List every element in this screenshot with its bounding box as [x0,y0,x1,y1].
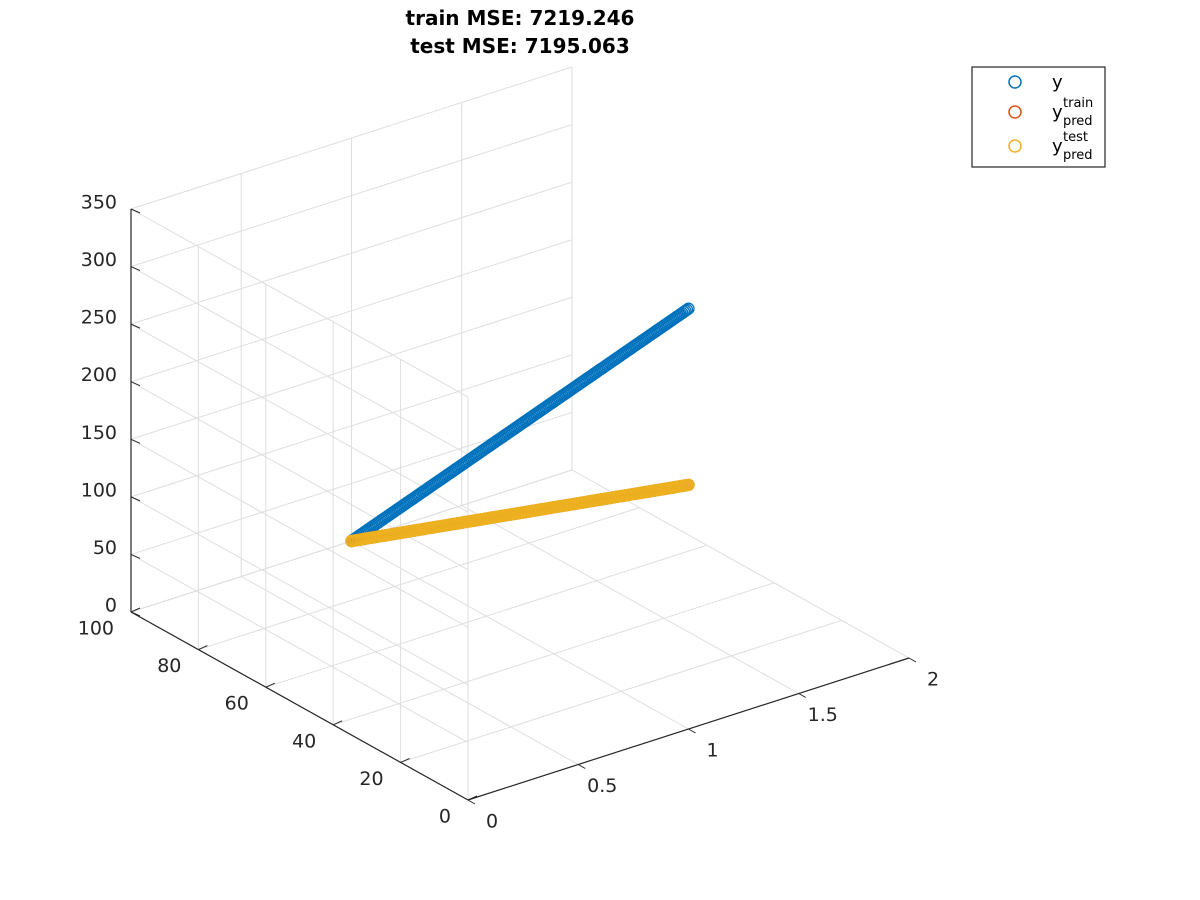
grid-line [400,619,842,763]
y-tick-label: 60 [225,693,249,715]
legend-superscript: test [1063,130,1088,145]
y-axis-line [130,611,469,801]
x-tick-mark [467,799,476,805]
x-tick-label: 1 [706,740,718,762]
y-tick-label: 20 [359,768,383,790]
z-tick-mark [130,438,141,444]
z-tick-label: 50 [93,537,117,559]
axis-lines [130,208,917,805]
chart-title-line2: test MSE: 7195.063 [410,34,630,58]
legend-subscript: pred [1063,148,1093,163]
grid-line [241,576,579,765]
grid-lines [130,66,910,801]
grid-line [130,66,573,210]
z-tick-label: 0 [105,595,117,617]
x-tick-label: 0.5 [587,775,617,797]
z-tick-mark [130,266,141,272]
z-tick-mark [130,611,141,617]
tick-labels: 00.511.520204060801000501001502002503003… [78,192,939,833]
x-tick-label: 0 [486,811,498,833]
grid-line [333,582,775,726]
grid-line [130,354,573,498]
legend-label: y [1052,136,1063,157]
legend-superscript: train [1063,96,1093,111]
grid-line [130,296,573,440]
z-tick-label: 350 [81,192,117,214]
grid-line [265,544,707,688]
x-tick-label: 1.5 [808,704,838,726]
z-tick-label: 250 [81,307,117,329]
data-point [345,534,358,548]
z-tick-mark [130,208,141,214]
y-tick-mark [332,720,343,726]
grid-line [130,438,469,628]
x-tick-label: 2 [927,669,939,691]
legend-marker [1008,75,1022,89]
grid-line [198,507,640,651]
y-tick-mark [265,682,276,688]
data-points [345,302,695,548]
x-tick-mark [908,657,917,663]
legend-subscript: pred [1063,114,1093,129]
y-tick-label: 0 [439,806,451,828]
legend-box [971,66,1106,168]
grid-line [130,181,573,325]
x-tick-mark [688,728,696,734]
y-tick-mark [130,607,141,613]
y-tick-mark [400,757,410,763]
z-tick-label: 200 [81,364,117,386]
grid-line [130,381,469,571]
z-tick-mark [130,323,141,329]
grid-line [351,540,689,730]
y-tick-label: 40 [292,730,316,752]
x-tick-mark [578,764,586,769]
legend-marker [1008,139,1022,153]
grid-line [130,553,469,743]
z-tick-label: 150 [81,422,117,444]
z-tick-mark [130,553,141,559]
z-tick-label: 100 [81,479,117,501]
x-tick-mark [798,693,806,698]
grid-line [130,496,469,686]
y-tick-label: 80 [157,655,181,677]
grid-line [130,323,469,513]
grid-line [461,505,799,694]
legend-label: y [1052,72,1063,93]
y-tick-mark [198,645,208,651]
grid-line [130,266,469,456]
y-tick-mark [467,795,478,801]
chart-title-line1: train MSE: 7219.246 [405,6,635,30]
legend-label: y [1052,102,1063,123]
grid-line [130,208,469,398]
y-tick-label: 100 [78,618,114,640]
grid-line [130,239,573,383]
legend-marker [1008,105,1022,119]
z-tick-mark [130,496,141,502]
z-tick-mark [130,381,141,387]
z-tick-label: 300 [81,249,117,271]
grid-line [130,124,573,268]
grid-line [571,469,910,659]
